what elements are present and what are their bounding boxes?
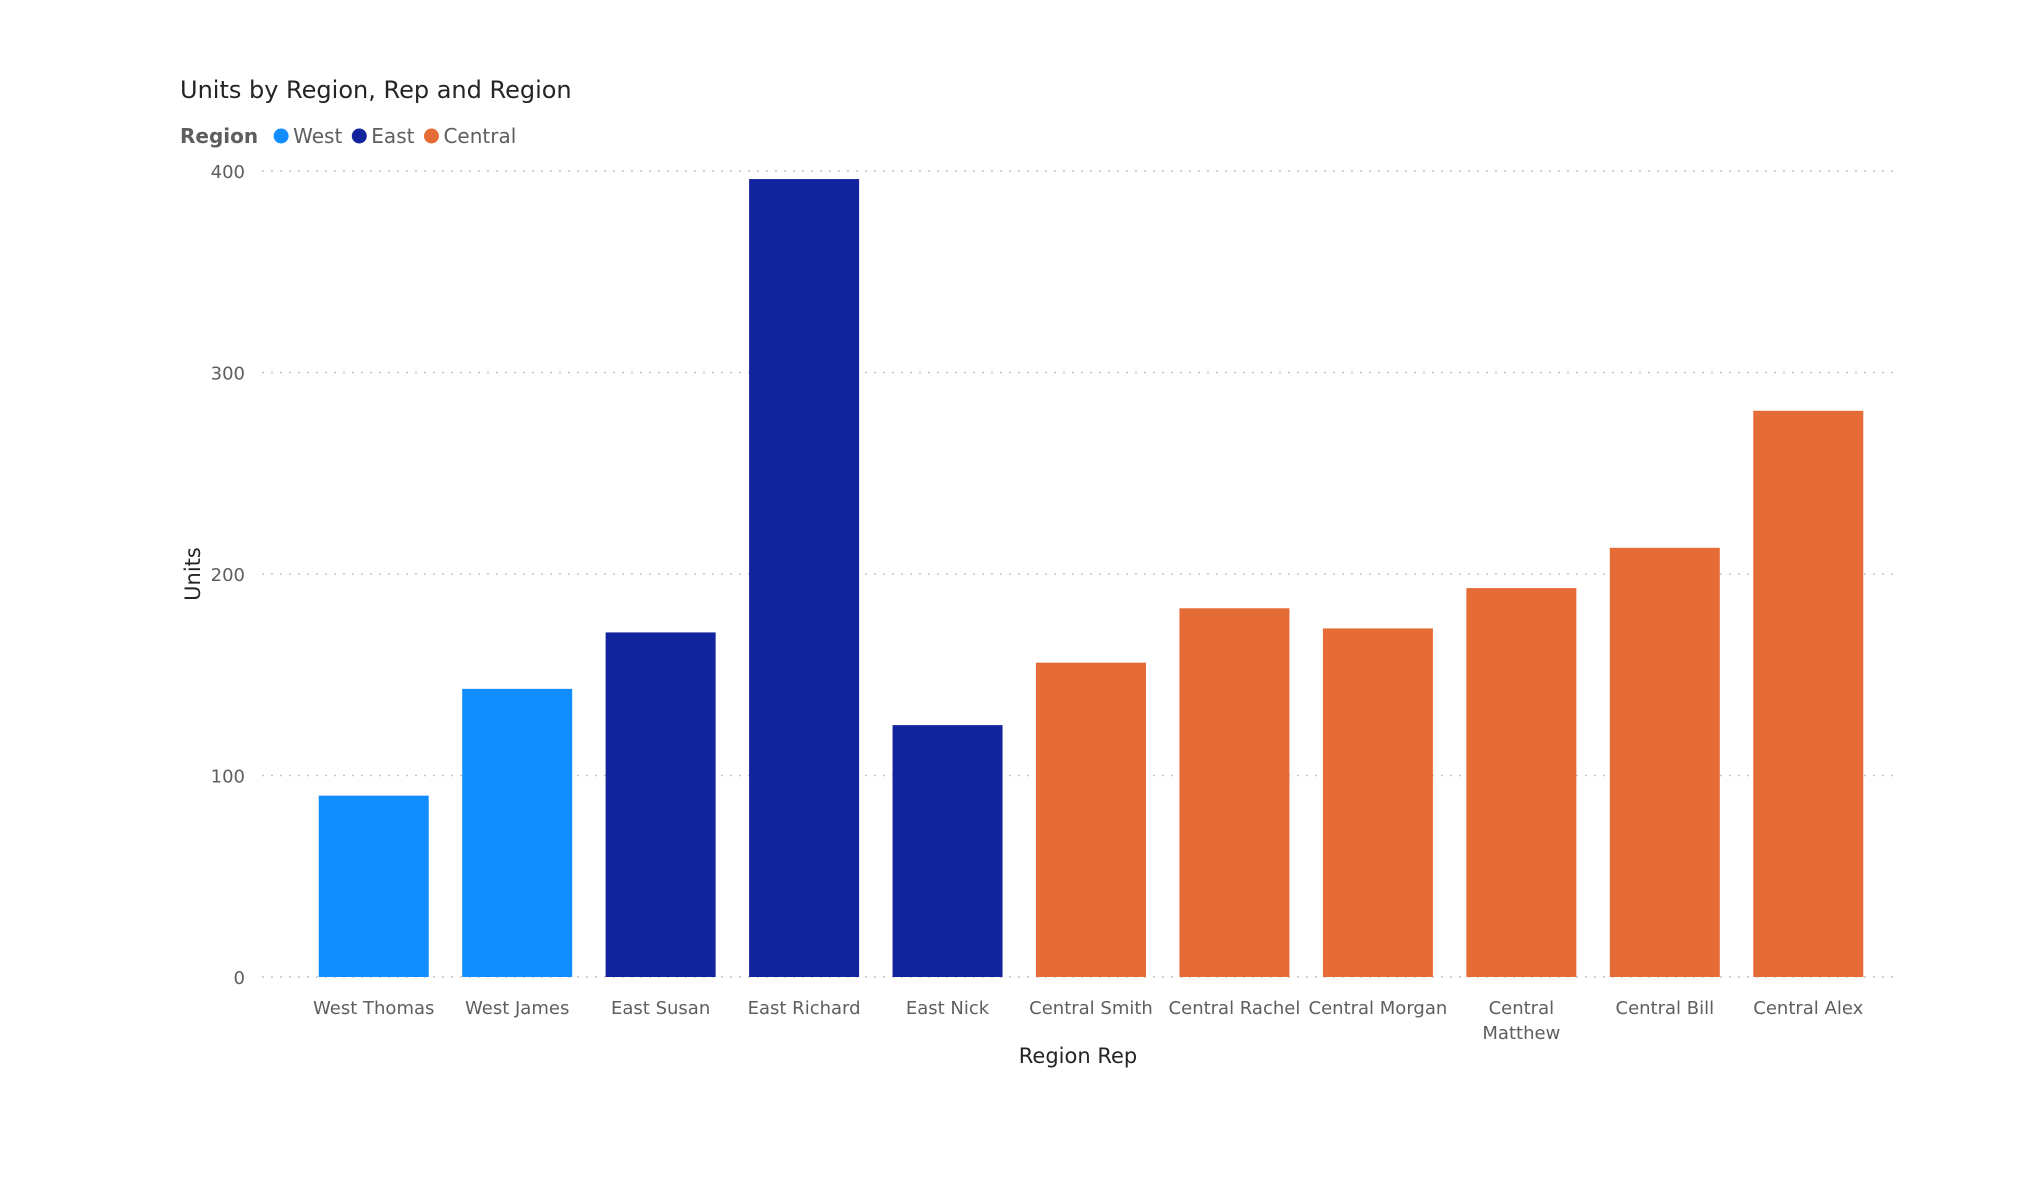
y-tick-label: 400 [211, 162, 245, 183]
bar-west-thomas[interactable] [318, 795, 429, 977]
bar-east-nick[interactable] [892, 725, 1003, 977]
bar-central-morgan[interactable] [1322, 628, 1433, 977]
x-tick-label: Central Alex [1753, 998, 1863, 1019]
legend-title: Region [180, 124, 258, 148]
y-axis-title: Units [181, 547, 205, 601]
x-axis-title: Region Rep [1019, 1044, 1137, 1068]
bars [318, 179, 1864, 977]
x-tick-label: Matthew [1482, 1023, 1560, 1044]
y-axis-ticks: 0 100 200 300 400 [211, 162, 245, 989]
bar-east-richard[interactable] [749, 179, 860, 977]
bar-central-rachel[interactable] [1179, 608, 1290, 977]
x-tick-label: West James [465, 998, 569, 1019]
legend-label-west: West [293, 124, 342, 148]
legend: Region West East Central [180, 124, 516, 148]
legend-label-east: East [371, 124, 414, 148]
x-tick-label: Central Bill [1616, 998, 1715, 1019]
x-tick-label: East Nick [906, 998, 990, 1019]
legend-marker-east [351, 128, 367, 144]
bar-west-james[interactable] [462, 688, 573, 977]
y-tick-label: 100 [211, 767, 245, 788]
legend-marker-west [273, 128, 289, 144]
bar-central-alex[interactable] [1753, 410, 1864, 977]
chart-title: Units by Region, Rep and Region [180, 76, 572, 104]
bar-east-susan[interactable] [605, 632, 716, 977]
legend-label-central: Central [443, 124, 516, 148]
x-tick-label: East Richard [748, 998, 861, 1019]
x-tick-label: Central Smith [1029, 998, 1153, 1019]
x-tick-label: West Thomas [313, 998, 434, 1019]
bar-central-bill[interactable] [1609, 547, 1720, 977]
y-tick-label: 300 [211, 364, 245, 385]
x-axis-ticks: West Thomas West James East Susan East Rich… [313, 998, 1864, 1044]
legend-marker-central [423, 128, 439, 144]
x-tick-label: Central Rachel [1169, 998, 1301, 1019]
y-tick-label: 200 [211, 565, 245, 586]
y-tick-label: 0 [234, 968, 245, 989]
x-tick-label: East Susan [611, 998, 710, 1019]
bar-central-matthew[interactable] [1466, 588, 1577, 977]
x-tick-label: Central Morgan [1309, 998, 1448, 1019]
x-tick-label: Central [1489, 998, 1555, 1019]
bar-central-smith[interactable] [1036, 662, 1146, 977]
